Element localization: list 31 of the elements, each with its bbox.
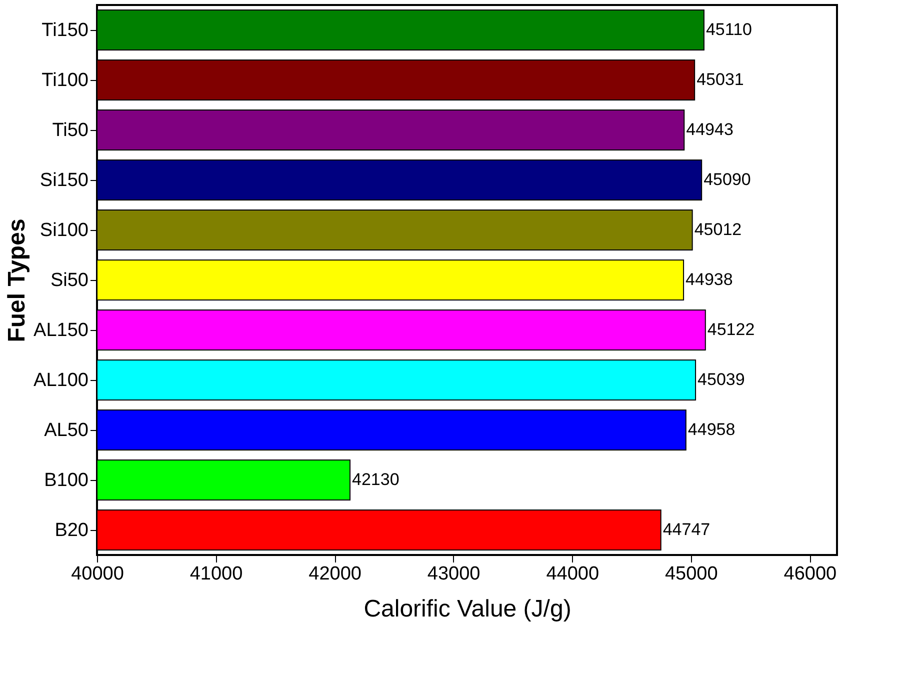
data-label: 44943 (686, 120, 734, 139)
y-tick-label: Si50 (50, 270, 88, 291)
y-tick-label: B100 (44, 470, 88, 491)
x-tick-label: 42000 (308, 564, 362, 584)
y-tick-label: Si150 (40, 170, 88, 191)
y-tick-label: Ti100 (42, 70, 88, 91)
data-label: 45031 (696, 70, 744, 89)
data-label: 42130 (352, 470, 400, 489)
data-label: 45122 (707, 320, 755, 339)
data-label: 45110 (706, 20, 752, 39)
x-tick-label: 41000 (190, 564, 243, 584)
y-tick-label: AL150 (34, 320, 88, 341)
y-tick-label: AL50 (44, 420, 88, 441)
x-tick-label: 45000 (664, 564, 718, 584)
data-label: 44938 (686, 270, 733, 289)
y-tick-label: AL100 (34, 370, 88, 391)
y-tick-label: Si100 (40, 220, 88, 241)
data-label: 44958 (688, 420, 736, 439)
y-tick-label: Ti50 (52, 120, 88, 141)
data-label: 45090 (704, 170, 751, 189)
x-tick-label: 43000 (427, 564, 480, 584)
data-label: 45012 (694, 220, 742, 239)
y-tick-label: B20 (54, 520, 88, 541)
x-tick-label: 44000 (546, 564, 600, 584)
x-tick-label: 40000 (71, 564, 124, 584)
data-label: 44747 (662, 520, 710, 539)
y-axis-title: Fuel Types (4, 218, 31, 342)
y-tick-label: Ti150 (42, 20, 88, 41)
x-tick-label: 46000 (784, 564, 837, 584)
x-axis-title: Calorific Value (J/g) (364, 596, 572, 622)
data-label: 45039 (698, 370, 745, 389)
